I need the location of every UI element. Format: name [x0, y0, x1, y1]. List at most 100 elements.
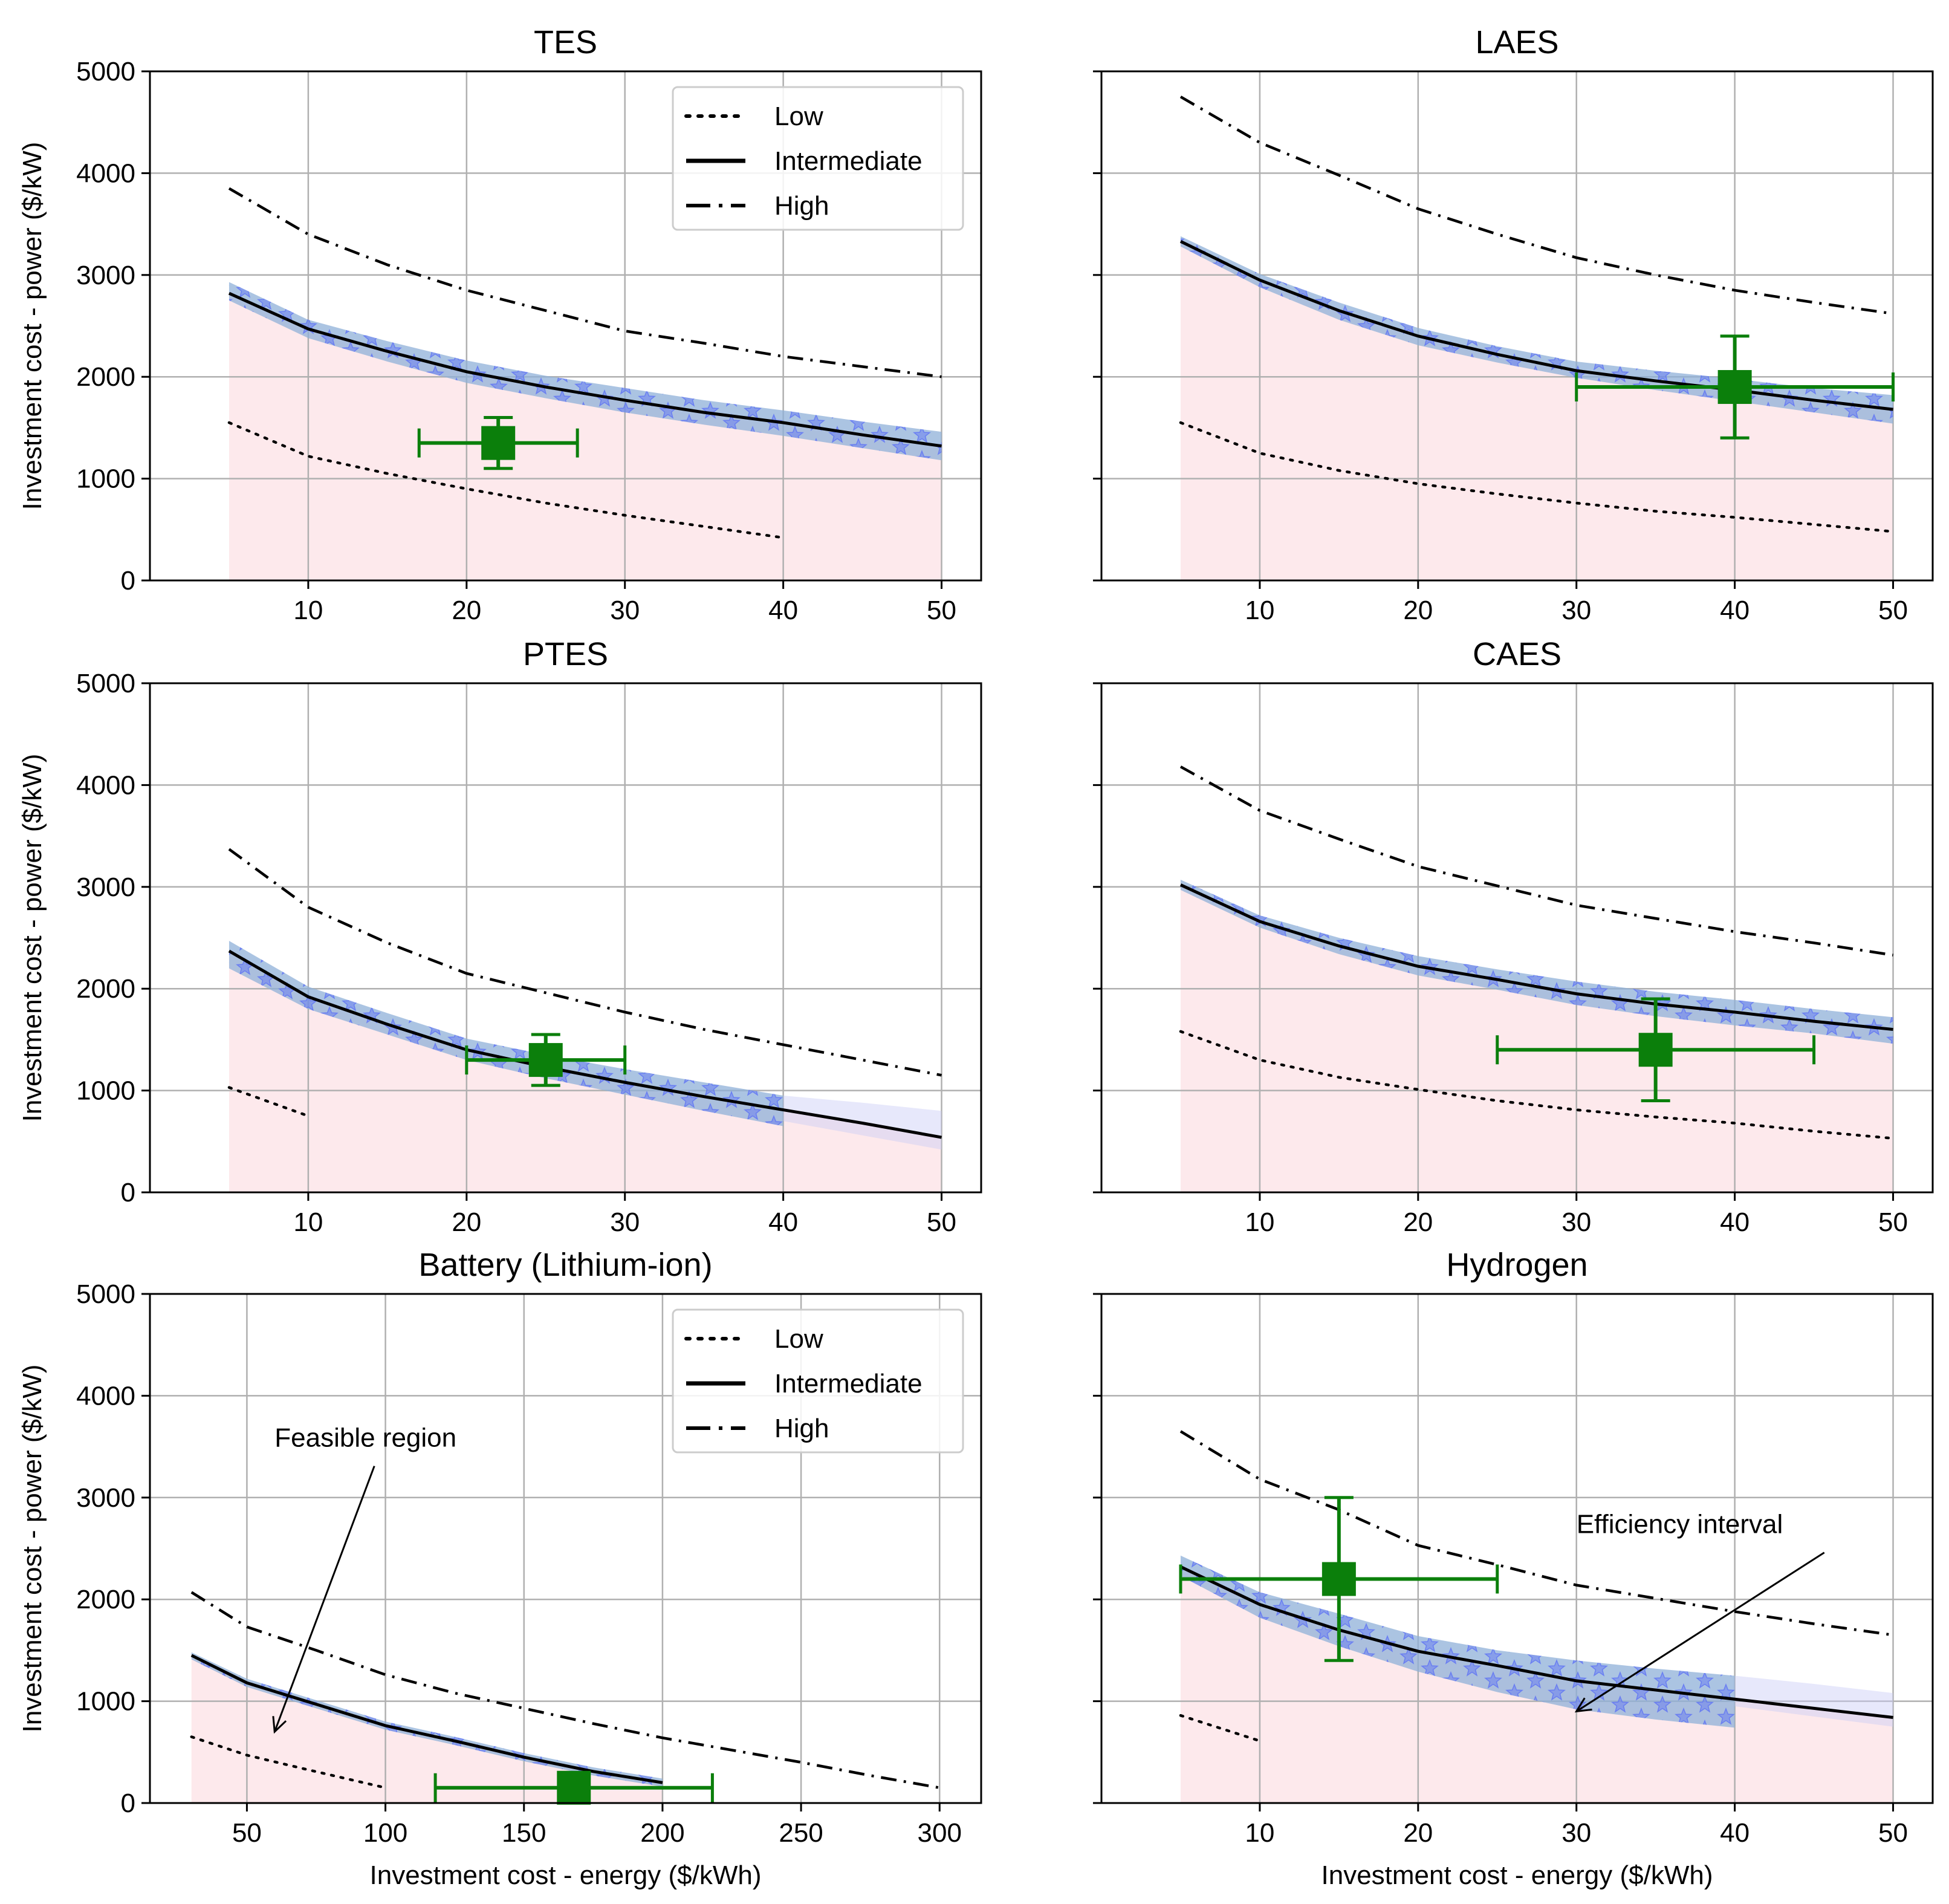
x-tick-label: 50: [927, 596, 956, 625]
y-tick-label: 0: [121, 1178, 135, 1207]
panel-battery-lithium-ion: 50 100 150 200 250 300010002000300040005000Ba…: [18, 1247, 982, 1890]
panel-tes: 10 20 30 40 50 0 1000 2000 3000 4000 5000 TES Invest…: [18, 24, 982, 625]
y-tick-label: 5000: [76, 57, 135, 86]
y-tick-label: 1000: [76, 1076, 135, 1106]
annotation-arrow: [273, 1466, 375, 1732]
legend-label-low: Low: [774, 102, 823, 131]
panel-caes: 10 20 30 40 50 CAES: [1093, 636, 1934, 1237]
x-tick-label: 20: [452, 1207, 481, 1237]
feasible-region: [229, 950, 942, 1192]
y-axis-label: Investment cost - power ($/kW): [18, 754, 47, 1122]
axes-frame: [149, 70, 982, 582]
marker-point: [528, 1043, 563, 1077]
y-tick-label: 5000: [76, 669, 135, 698]
y-tick-label: 0: [121, 566, 135, 596]
series-low-line: [190, 1735, 387, 1789]
efficiency-band-hatch: [1180, 236, 1893, 424]
annotation-arrow: [1575, 1551, 1825, 1712]
x-tick-label: 10: [293, 596, 323, 625]
x-tick-label: 150: [502, 1818, 546, 1848]
legend: Low Intermediate High: [672, 1308, 964, 1454]
series-high-line: [228, 848, 942, 1077]
y-tick-label: 1000: [76, 464, 135, 494]
y-tick-label: 4000: [76, 770, 135, 800]
marker-point: [1638, 1033, 1673, 1067]
axes-frame: [149, 682, 982, 1194]
y-tick-label: 1000: [76, 1687, 135, 1717]
annotation-feasible: Feasible region: [274, 1423, 456, 1453]
axes-frame: [1100, 70, 1934, 582]
panel-title: Battery (Lithium-ion): [418, 1247, 712, 1283]
x-tick-label: 50: [1878, 1818, 1908, 1848]
axes-frame: [1100, 682, 1934, 1194]
x-tick-label: 50: [1878, 1207, 1908, 1237]
x-tick-label: 50: [927, 1207, 956, 1237]
x-tick-label: 10: [293, 1207, 323, 1237]
series-low-line: [1179, 1030, 1895, 1140]
annotation-efficiency: Efficiency interval: [1577, 1510, 1783, 1539]
x-tick-label: 50: [232, 1818, 262, 1848]
series-intermediate-line: [1179, 883, 1893, 1032]
series-low-line: [1179, 1714, 1262, 1743]
x-tick-label: 40: [1720, 1818, 1750, 1848]
x-tick-label: 10: [1245, 1818, 1274, 1848]
x-tick-label: 10: [1245, 596, 1274, 625]
efficiency-band-hatch: [1180, 1555, 1735, 1728]
panel-ptes: 10 20 30 40 50 0 1000 2000 3000 4000 5000 PTES Inves…: [18, 636, 982, 1237]
x-tick-label: 100: [363, 1818, 407, 1848]
x-tick-label: 20: [1403, 596, 1433, 625]
y-tick-label: 2000: [76, 362, 135, 392]
x-axis-label: Investment cost - energy ($/kWh): [370, 1860, 762, 1890]
series-intermediate-line: [1179, 239, 1893, 411]
legend-label-high: High: [774, 1414, 829, 1443]
annotation-arrowhead: [1574, 1697, 1592, 1713]
panel-title: LAES: [1475, 24, 1558, 60]
x-tick-label: 40: [768, 596, 798, 625]
y-tick-label: 0: [121, 1789, 135, 1818]
x-tick-label: 300: [918, 1818, 962, 1848]
panel-title: PTES: [523, 636, 608, 672]
y-tick-label: 5000: [76, 1279, 135, 1309]
y-tick-label: 4000: [76, 1381, 135, 1411]
x-tick-label: 40: [1720, 596, 1750, 625]
legend-label-low: Low: [774, 1324, 823, 1354]
x-tick-label: 30: [1561, 596, 1591, 625]
x-tick-label: 30: [610, 1207, 640, 1237]
x-tick-label: 20: [1403, 1207, 1433, 1237]
panel-title: Hydrogen: [1446, 1247, 1587, 1283]
x-tick-label: 250: [779, 1818, 823, 1848]
x-tick-label: 50: [1878, 596, 1908, 625]
y-tick-label: 3000: [76, 261, 135, 290]
x-tick-label: 40: [1720, 1207, 1750, 1237]
feasible-region: [1180, 885, 1893, 1192]
x-tick-label: 20: [1403, 1818, 1433, 1848]
efficiency-band-hatch: [1180, 880, 1893, 1044]
x-tick-label: 10: [1245, 1207, 1274, 1237]
feasible-region: [191, 1655, 663, 1803]
marker-point: [1717, 370, 1752, 405]
panel-laes: 10 20 30 40 50 LAES: [1093, 24, 1934, 625]
annotation-arrowhead: [272, 1716, 287, 1734]
series-high-line: [228, 187, 942, 379]
x-axis-label: Investment cost - energy ($/kWh): [1321, 1860, 1713, 1890]
efficiency-band-hatch: [229, 941, 783, 1126]
marker-point: [481, 426, 516, 460]
legend-box: [672, 86, 964, 231]
series-intermediate-line: [190, 1654, 663, 1784]
series-low-line: [227, 421, 785, 539]
series-intermediate-line: [228, 291, 942, 448]
panel-title: CAES: [1473, 636, 1561, 672]
marker-point: [557, 1770, 591, 1805]
x-tick-label: 200: [640, 1818, 684, 1848]
legend-box: [672, 1308, 964, 1454]
series-high-line: [1179, 765, 1893, 957]
legend-label-intermediate: Intermediate: [774, 1369, 923, 1399]
efficiency-band-hatch: [191, 1652, 663, 1787]
y-tick-label: 2000: [76, 1585, 135, 1614]
legend-label-high: High: [774, 191, 829, 221]
legend: Low Intermediate High: [672, 86, 964, 231]
x-tick-label: 30: [610, 596, 640, 625]
axes-frame: [149, 1293, 982, 1804]
feasible-region: [1180, 241, 1893, 580]
